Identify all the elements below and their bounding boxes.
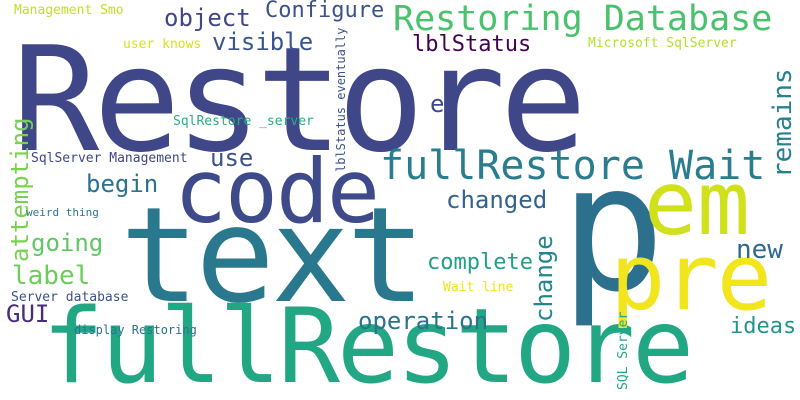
- word-begin: begin: [86, 170, 159, 198]
- word-fullrestore: fullRestore: [42, 287, 694, 400]
- word-object: object: [164, 4, 251, 32]
- word-fullrestore-wait: fullRestore Wait: [380, 143, 766, 189]
- word-complete: complete: [427, 250, 533, 275]
- word-weird-thing: weird thing: [26, 206, 99, 219]
- word-sqlserver-management: SqlServer Management: [31, 151, 188, 166]
- word-lblstatus-eventually: lblStatus eventually: [334, 27, 348, 173]
- word-user-knows: user knows: [123, 37, 202, 52]
- word-changed: changed: [446, 186, 548, 214]
- word-gui: GUI: [6, 300, 50, 328]
- word-restoring-database: Restoring Database: [393, 0, 773, 39]
- word-p: p: [560, 128, 666, 331]
- word-server-database: Server database: [11, 290, 129, 305]
- word-lblstatus: lblStatus: [412, 32, 532, 57]
- word-label: label: [12, 261, 91, 291]
- word-remains: remains: [768, 68, 798, 178]
- word-ideas: ideas: [730, 314, 797, 339]
- word-text: text: [120, 179, 426, 333]
- word-management-smo: Management Smo: [14, 3, 124, 18]
- word-em: em: [644, 152, 750, 255]
- word-e: e: [430, 90, 445, 118]
- word-new: new: [736, 235, 783, 265]
- word-microsoft-sqlserver: Microsoft SqlServer: [588, 36, 737, 51]
- word-sql-server: SQL Server: [616, 311, 631, 390]
- word-pre: pre: [610, 224, 772, 331]
- word-sqlrestore-server: SqlRestore _server: [173, 114, 314, 129]
- word-use: use: [210, 144, 254, 172]
- word-attempting: attempting: [6, 117, 34, 263]
- word-configure: Configure: [265, 0, 385, 23]
- word-change: change: [530, 235, 558, 322]
- word-code: code: [174, 140, 380, 243]
- word-visible: visible: [212, 28, 314, 56]
- word-restore: Restore: [12, 16, 587, 185]
- word-operation: operation: [358, 307, 489, 335]
- word-going: going: [31, 229, 104, 257]
- word-wait-line: Wait line: [443, 280, 514, 295]
- word-display-restoring: display Restoring: [74, 323, 197, 337]
